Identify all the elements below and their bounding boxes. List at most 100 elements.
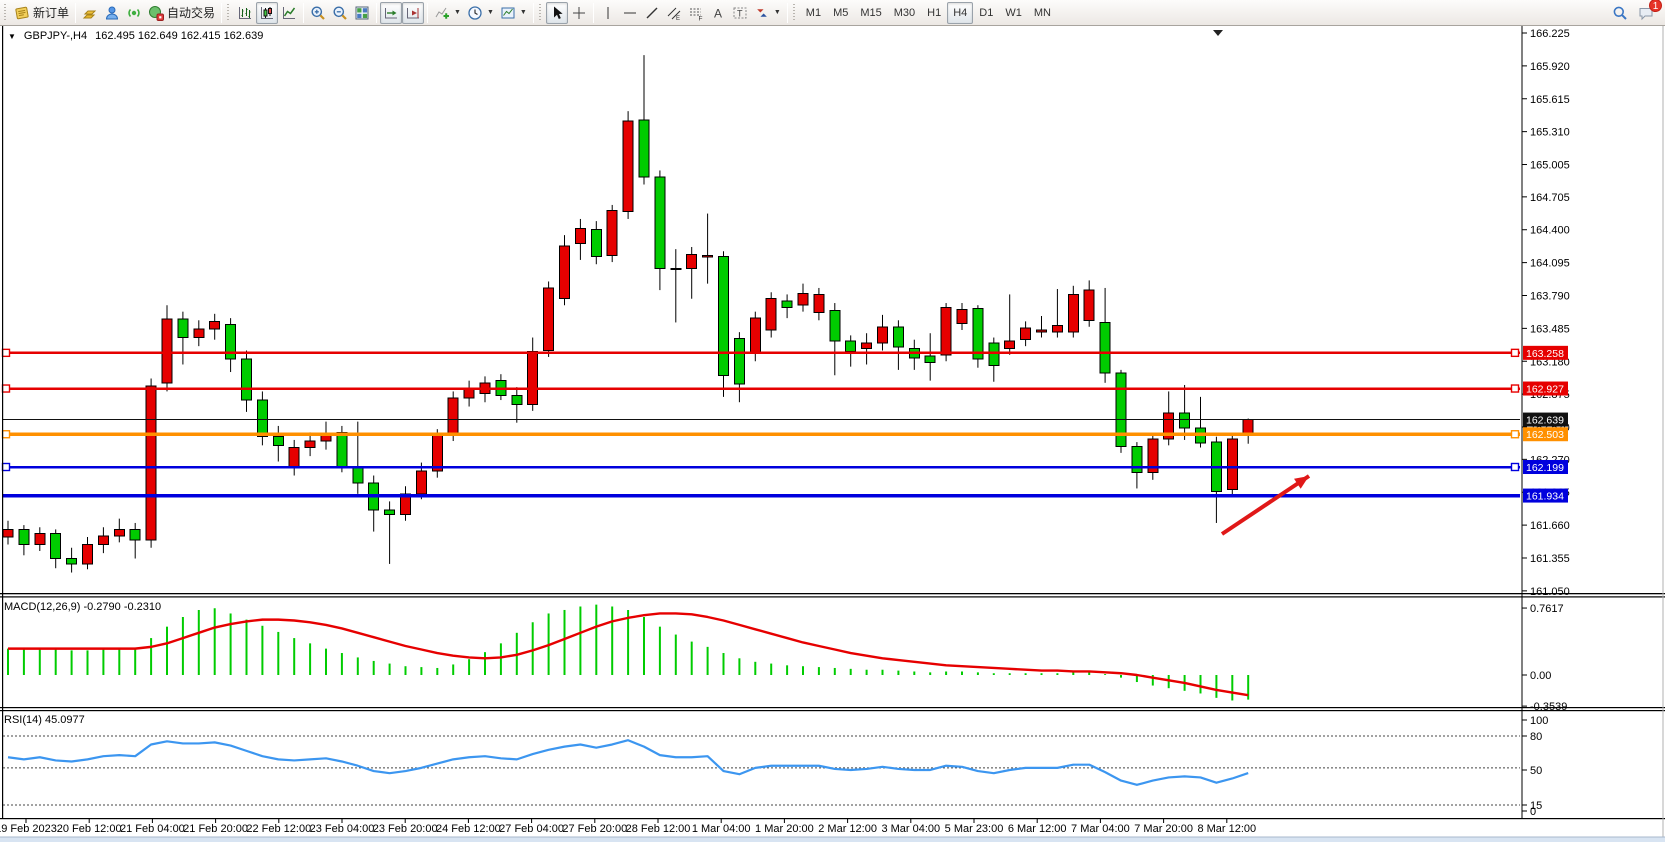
fibonacci-icon: F — [688, 5, 704, 21]
chart-title[interactable]: ▼ GBPJPY-,H4 162.495 162.649 162.415 162… — [8, 30, 263, 42]
level-lines — [1, 348, 1520, 498]
hline-icon — [622, 5, 638, 21]
vertical-line-button[interactable] — [597, 2, 619, 24]
timeframe-w1[interactable]: W1 — [999, 2, 1028, 24]
toolbar-grip[interactable] — [4, 3, 9, 22]
tile-windows-button[interactable] — [351, 2, 373, 24]
svg-text:21 Feb 20:00: 21 Feb 20:00 — [183, 823, 248, 835]
svg-text:162.503: 162.503 — [1526, 429, 1564, 441]
svg-text:80: 80 — [1530, 731, 1542, 743]
channel-icon: E — [666, 5, 682, 21]
community-button[interactable] — [101, 2, 123, 24]
timeframe-mn[interactable]: MN — [1028, 2, 1057, 24]
chart-shift-icon — [405, 5, 421, 21]
price-axis: 166.225 165.920 165.615 165.310 165.005 164.7… — [1521, 26, 1570, 818]
arrows-icon — [754, 5, 770, 21]
pane-borders — [0, 26, 1665, 842]
auto-scroll-icon — [383, 5, 399, 21]
bar-chart-button[interactable] — [234, 2, 256, 24]
svg-text:15: 15 — [1530, 800, 1542, 812]
timeframe-m1[interactable]: M1 — [800, 2, 827, 24]
autotrading-label: 自动交易 — [167, 6, 216, 20]
cursor-icon — [549, 5, 565, 21]
svg-text:164.705: 164.705 — [1530, 192, 1570, 204]
timeframe-m30[interactable]: M30 — [888, 2, 921, 24]
svg-text:162.199: 162.199 — [1526, 462, 1564, 474]
zoom-in-icon — [310, 5, 326, 21]
horizontal-line-button[interactable] — [619, 2, 641, 24]
trendline-icon — [644, 5, 660, 21]
separator — [427, 2, 429, 23]
svg-text:22 Feb 12:00: 22 Feb 12:00 — [246, 823, 311, 835]
svg-text:0.00: 0.00 — [1530, 670, 1551, 682]
svg-text:21 Feb 04:00: 21 Feb 04:00 — [120, 823, 185, 835]
timeframe-h1[interactable]: H1 — [921, 2, 947, 24]
chart-area[interactable]: ▼ GBPJPY-,H4 162.495 162.649 162.415 162… — [0, 26, 1665, 842]
text-button[interactable]: A — [707, 2, 729, 24]
signals-button[interactable] — [123, 2, 145, 24]
chart-canvas[interactable]: 166.225 165.920 165.615 165.310 165.005 164.7… — [0, 26, 1665, 842]
svg-text:0: 0 — [1530, 806, 1536, 818]
separator — [592, 2, 594, 23]
toolbar-grip[interactable] — [538, 3, 544, 22]
chart-shift-marker — [1213, 30, 1223, 36]
fibonacci-button[interactable]: F — [685, 2, 707, 24]
line-chart-button[interactable] — [278, 2, 300, 24]
zoom-out-button[interactable] — [329, 2, 351, 24]
collapse-icon[interactable]: ▼ — [8, 31, 16, 41]
crosshair-button[interactable] — [568, 2, 590, 24]
bar-chart-icon — [237, 5, 253, 21]
market-button[interactable] — [79, 2, 101, 24]
svg-text:164.095: 164.095 — [1530, 258, 1570, 270]
svg-text:20 Feb 12:00: 20 Feb 12:00 — [57, 823, 122, 835]
autotrading-button[interactable]: 自动交易 — [145, 2, 218, 24]
svg-text:165.920: 165.920 — [1530, 61, 1570, 73]
channel-button[interactable]: E — [663, 2, 685, 24]
indicators-button[interactable]: ▼ — [431, 2, 464, 24]
cursor-button[interactable] — [545, 1, 568, 24]
toolbar-grip[interactable] — [792, 3, 798, 22]
symbol-period-label: GBPJPY-,H4 — [23, 30, 88, 42]
svg-text:6 Mar 12:00: 6 Mar 12:00 — [1008, 823, 1067, 835]
svg-text:50: 50 — [1530, 765, 1542, 777]
svg-text:1 Mar 04:00: 1 Mar 04:00 — [692, 823, 751, 835]
auto-scroll-button[interactable] — [380, 1, 403, 24]
new-order-button[interactable]: 新订单 — [11, 2, 72, 24]
separator — [221, 2, 223, 23]
svg-text:23 Feb 04:00: 23 Feb 04:00 — [310, 823, 375, 835]
candlestick-button[interactable] — [256, 1, 279, 24]
zoom-in-button[interactable] — [307, 2, 329, 24]
templates-icon — [500, 5, 516, 21]
arrows-button[interactable]: ▼ — [751, 2, 784, 24]
svg-text:19 Feb 2023: 19 Feb 2023 — [0, 823, 57, 835]
search-button[interactable] — [1609, 2, 1631, 24]
timeframe-m15[interactable]: M15 — [854, 2, 887, 24]
svg-text:162.927: 162.927 — [1526, 384, 1564, 396]
new-order-icon — [14, 5, 30, 21]
svg-text:165.310: 165.310 — [1530, 127, 1570, 139]
text-label-button[interactable]: T — [729, 2, 751, 24]
svg-text:E: E — [676, 16, 680, 21]
macd-indicator-label: MACD(12,26,9) -0.2790 -0.2310 — [4, 601, 162, 613]
svg-text:165.005: 165.005 — [1530, 160, 1570, 172]
timeframe-h4[interactable]: H4 — [947, 1, 974, 24]
chevron-down-icon: ▼ — [454, 9, 461, 16]
periods-button[interactable]: ▼ — [464, 2, 497, 24]
notifications-button[interactable]: 1 — [1635, 0, 1662, 24]
svg-text:28 Feb 12:00: 28 Feb 12:00 — [626, 823, 691, 835]
timeframe-m5[interactable]: M5 — [827, 2, 854, 24]
svg-text:163.485: 163.485 — [1530, 323, 1570, 335]
periods-icon — [467, 5, 483, 21]
trend-arrow-annotation — [1220, 474, 1311, 536]
svg-text:163.790: 163.790 — [1530, 290, 1570, 302]
autotrading-icon — [148, 5, 165, 21]
svg-text:3 Mar 04:00: 3 Mar 04:00 — [881, 823, 940, 835]
svg-text:166.225: 166.225 — [1530, 28, 1570, 40]
templates-button[interactable]: ▼ — [497, 2, 530, 24]
svg-text:7 Mar 04:00: 7 Mar 04:00 — [1071, 823, 1130, 835]
toolbar-grip[interactable] — [227, 3, 233, 22]
chart-shift-button[interactable] — [402, 1, 425, 24]
trendline-button[interactable] — [641, 2, 663, 24]
timeframe-d1[interactable]: D1 — [973, 2, 999, 24]
